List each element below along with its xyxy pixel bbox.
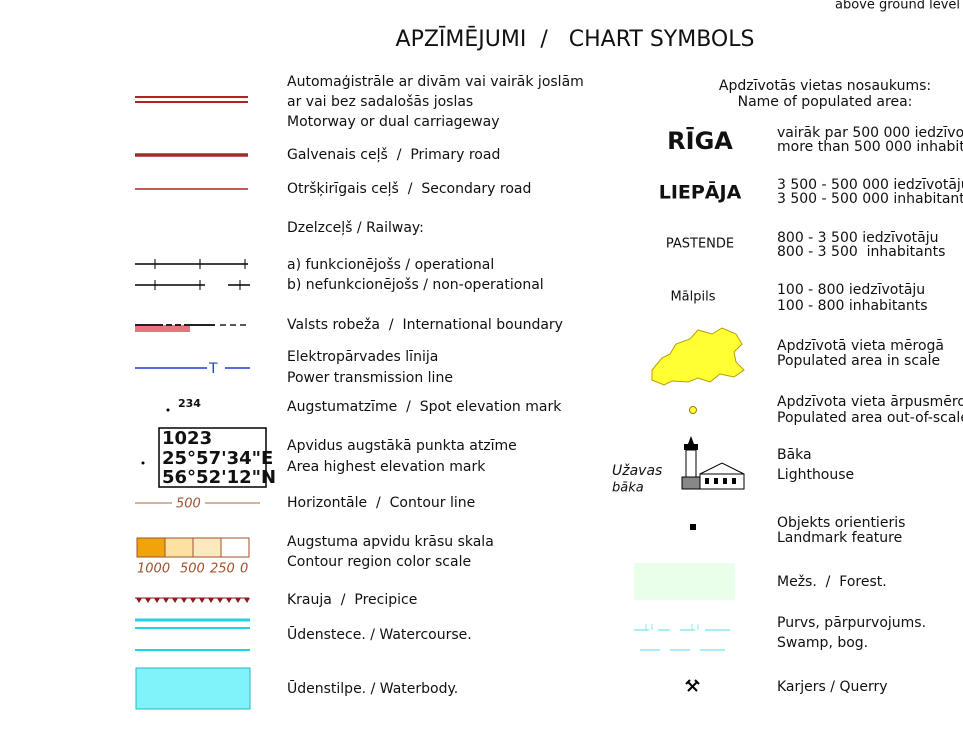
- top-note: above ground level: [835, 0, 960, 13]
- left-texts: Automaģistrāle ar divām vai vairāk joslā…: [287, 74, 584, 697]
- legend-text: a) funkcionējošs / operational: [287, 257, 494, 273]
- left-symbols: [135, 96, 267, 710]
- title: APZĪMĒJUMI / CHART SYMBOLS: [396, 27, 755, 52]
- legend-text: Mežs. / Forest.: [777, 574, 887, 590]
- legend-text: Objekts orientieris: [777, 515, 905, 531]
- box-line: 1023: [162, 428, 212, 449]
- legend-text: Contour region color scale: [287, 554, 471, 570]
- legend-text: Swamp, bog.: [777, 635, 868, 651]
- legend-text: Augstumatzīme / Spot elevation mark: [287, 399, 562, 415]
- legend-text: Krauja / Precipice: [287, 592, 417, 608]
- box-line: 25°57'34"E: [162, 448, 273, 469]
- right-header: Name of populated area:: [738, 94, 913, 110]
- right-header: Apdzīvotās vietas nosaukums:: [719, 78, 931, 94]
- legend-text: Augstuma apvidu krāsu skala: [287, 534, 494, 550]
- legend-text: Purvs, pārpurvojums.: [777, 615, 926, 631]
- legend-text: Area highest elevation mark: [287, 459, 486, 475]
- legend-text: Power transmission line: [287, 370, 453, 386]
- scale-label: 500: [180, 562, 205, 577]
- legend-text: vairāk par 500 000 iedzīvotāju: [777, 125, 963, 141]
- legend-text: b) nefunkcionējošs / non-operational: [287, 277, 544, 293]
- legend-text: ar vai bez sadalošās joslas: [287, 94, 473, 110]
- legend-text: Bāka: [777, 447, 812, 463]
- legend-text: 800 - 3 500 inhabitants: [777, 244, 945, 260]
- box-line: 56°52'12"N: [162, 467, 276, 488]
- legend-text: more than 500 000 inhabitants: [777, 139, 963, 155]
- scale-label: 250: [210, 562, 235, 577]
- legend-text: 800 - 3 500 iedzīvotāju: [777, 230, 939, 246]
- lighthouse-name: Užavas: [612, 463, 662, 479]
- legend-text: Karjers / Querry: [777, 679, 888, 695]
- spot-symbol: 234: [178, 397, 201, 410]
- legend-text: Apdzīvota vieta ārpusmēroga: [777, 394, 963, 410]
- legend-text: Ūdenstece. / Watercourse.: [287, 626, 472, 643]
- legend-text: Landmark feature: [777, 530, 902, 546]
- legend-text: Otršķirīgais ceļš / Secondary road: [287, 181, 531, 197]
- legend-text: Horizontāle / Contour line: [287, 495, 475, 511]
- legend-text: Populated area out-of-scale: [777, 410, 963, 426]
- right-texts: vairāk par 500 000 iedzīvotājumore than …: [777, 125, 963, 695]
- legend-text: 3 500 - 500 000 inhabitants: [777, 191, 963, 207]
- legend-text: Motorway or dual carriageway: [287, 114, 500, 130]
- legend-text: Lighthouse: [777, 467, 854, 483]
- legend-text: Populated area in scale: [777, 353, 940, 369]
- legend-text: Dzelzceļš / Railway:: [287, 220, 424, 236]
- scale-label: 0: [240, 562, 248, 577]
- power-symbol: T: [208, 361, 218, 377]
- city-symbol: RĪGA: [667, 126, 733, 155]
- city-symbol: Mālpils: [670, 290, 715, 305]
- scale-label: 1000: [137, 562, 170, 577]
- legend-text: Elektropārvades līnija: [287, 349, 438, 365]
- legend-text: Ūdenstilpe. / Waterbody.: [287, 680, 458, 697]
- contour-symbol: 500: [176, 497, 201, 512]
- legend-text: 100 - 800 inhabitants: [777, 298, 928, 314]
- left-symbol-texts: T 234 1023 25°57'34"E 56°52'12"N 500 100…: [137, 361, 276, 577]
- legend-text: Galvenais ceļš / Primary road: [287, 147, 500, 163]
- city-symbol: PASTENDE: [666, 237, 734, 252]
- legend-text: Apvidus augstākā punkta atzīme: [287, 438, 517, 454]
- legend-text: 100 - 800 iedzīvotāju: [777, 282, 925, 298]
- legend-text: Valsts robeža / International boundary: [287, 317, 563, 333]
- lighthouse-name: bāka: [612, 481, 644, 496]
- legend-text: Apdzīvotā vieta mērogā: [777, 338, 944, 354]
- legend-text: 3 500 - 500 000 iedzīvotāju: [777, 177, 963, 193]
- city-symbol: LIEPĀJA: [659, 181, 742, 204]
- legend-text: Automaģistrāle ar divām vai vairāk joslā…: [287, 74, 584, 90]
- right-symbols: RĪGA LIEPĀJA PASTENDE Mālpils Užavas bāk…: [612, 126, 745, 692]
